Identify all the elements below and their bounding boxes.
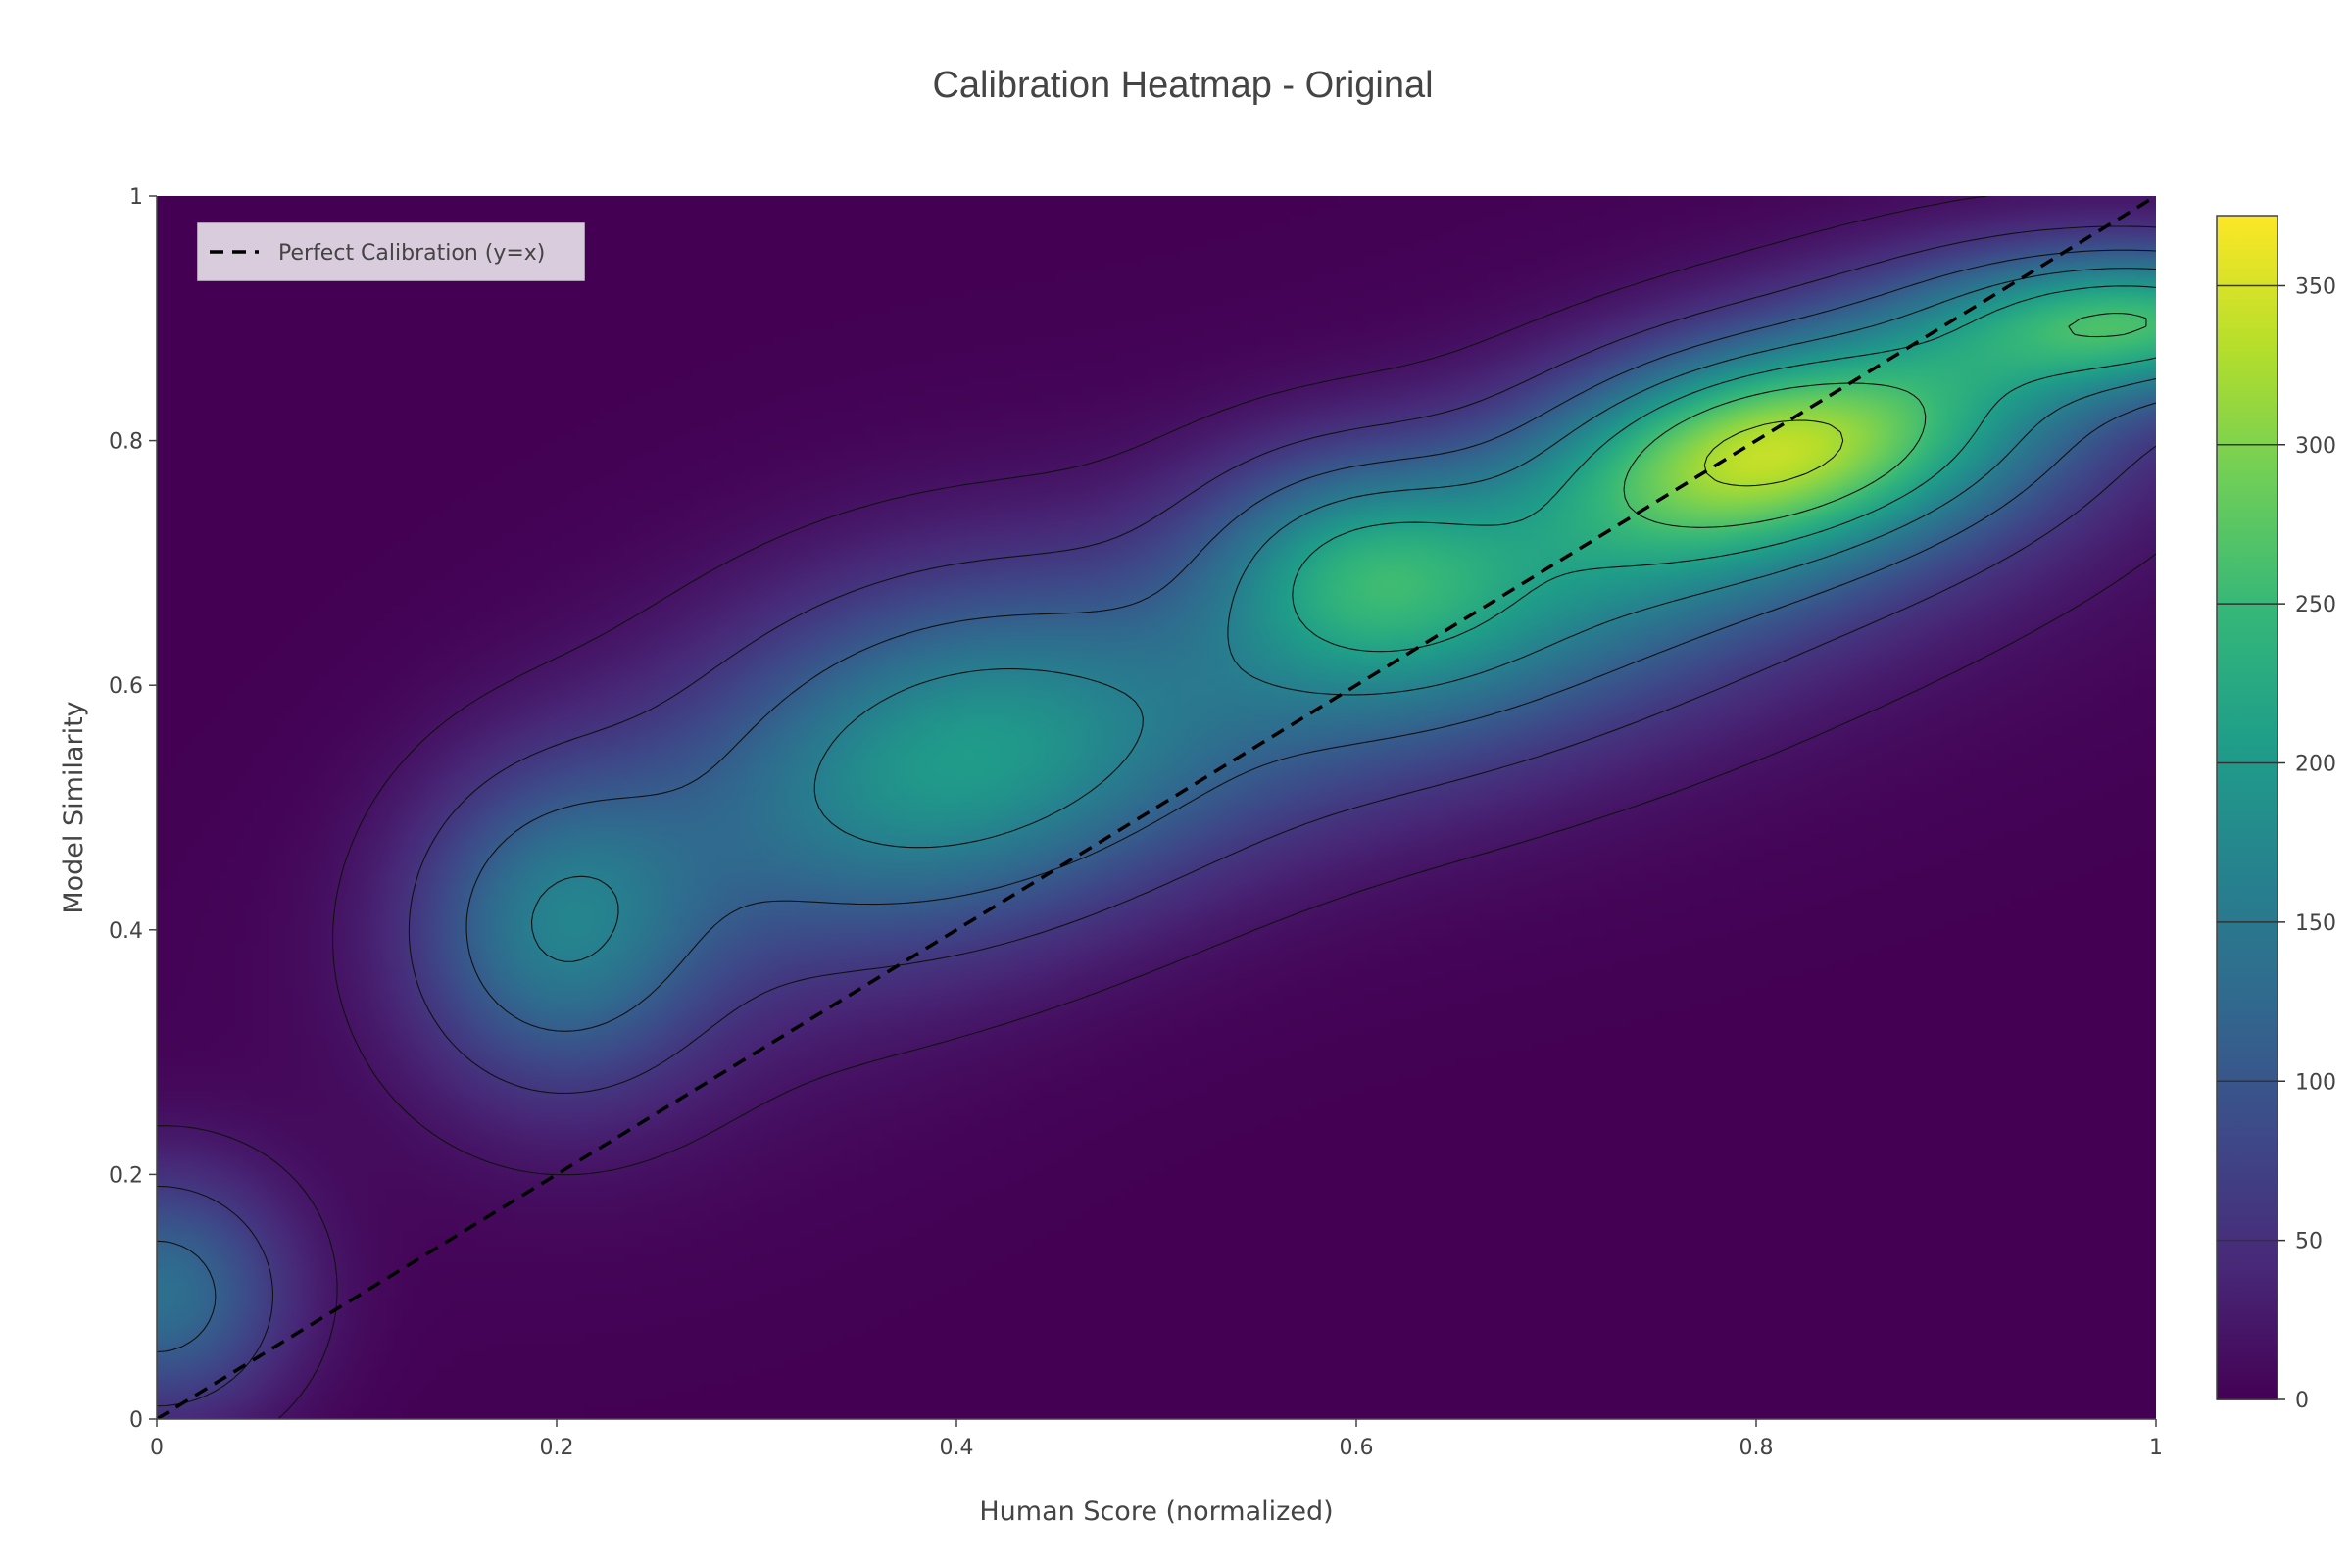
y-axis-title: Model Similarity (59, 701, 89, 913)
colorbar-gradient (2216, 215, 2278, 1400)
contour-line-20 (157, 196, 2156, 1419)
contour-line-110 (157, 249, 2156, 1353)
colorbar-tick-label: 250 (2295, 593, 2336, 617)
x-tick-label: 1 (2149, 1436, 2163, 1460)
colorbar-ticks: 0 50 100 150 200 250 300 350 (2217, 274, 2336, 1413)
chart-title: Calibration Heatmap - Original (932, 65, 1433, 106)
x-axis-ticks: 0 0.2 0.4 0.6 0.8 1 (150, 1419, 2163, 1460)
colorbar-tick-label: 350 (2295, 274, 2336, 299)
x-axis-title: Human Score (normalized) (979, 1496, 1333, 1527)
contour-line-160 (530, 268, 2156, 962)
heatmap-area (157, 196, 2156, 1419)
y-tick-label: 0.8 (109, 430, 143, 455)
y-axis-ticks: 0 0.2 0.4 0.6 0.8 1 (109, 185, 157, 1433)
legend[interactable]: Perfect Calibration (y=x) (197, 222, 585, 281)
x-tick-label: 0.4 (940, 1436, 974, 1460)
y-tick-label: 1 (129, 185, 143, 210)
x-tick-label: 0.8 (1740, 1436, 1774, 1460)
contour-lines (157, 196, 2156, 1419)
x-tick-label: 0.2 (540, 1436, 574, 1460)
colorbar-tick-label: 150 (2295, 911, 2336, 936)
contour-line-260 (1623, 312, 2147, 528)
x-tick-label: 0 (150, 1436, 164, 1460)
perfect-calibration-line (157, 196, 2156, 1419)
legend-box (197, 222, 585, 281)
contour-line-60 (157, 225, 2156, 1407)
colorbar-tick-label: 200 (2295, 753, 2336, 777)
colorbar-tick-label: 50 (2295, 1230, 2323, 1254)
y-tick-label: 0 (129, 1408, 143, 1433)
x-tick-label: 0.6 (1340, 1436, 1374, 1460)
colorbar-tick-label: 100 (2295, 1070, 2336, 1095)
colorbar-tick-label: 0 (2295, 1389, 2309, 1413)
y-tick-label: 0.2 (109, 1163, 143, 1188)
y-tick-label: 0.6 (109, 674, 143, 699)
legend-label-perfect-calibration: Perfect Calibration (y=x) (278, 241, 545, 266)
colorbar-tick-label: 300 (2295, 434, 2336, 459)
y-tick-label: 0.4 (109, 919, 143, 944)
colorbar: 0 50 100 150 200 250 300 350 (2216, 215, 2336, 1413)
contour-line-210 (1292, 285, 2156, 653)
